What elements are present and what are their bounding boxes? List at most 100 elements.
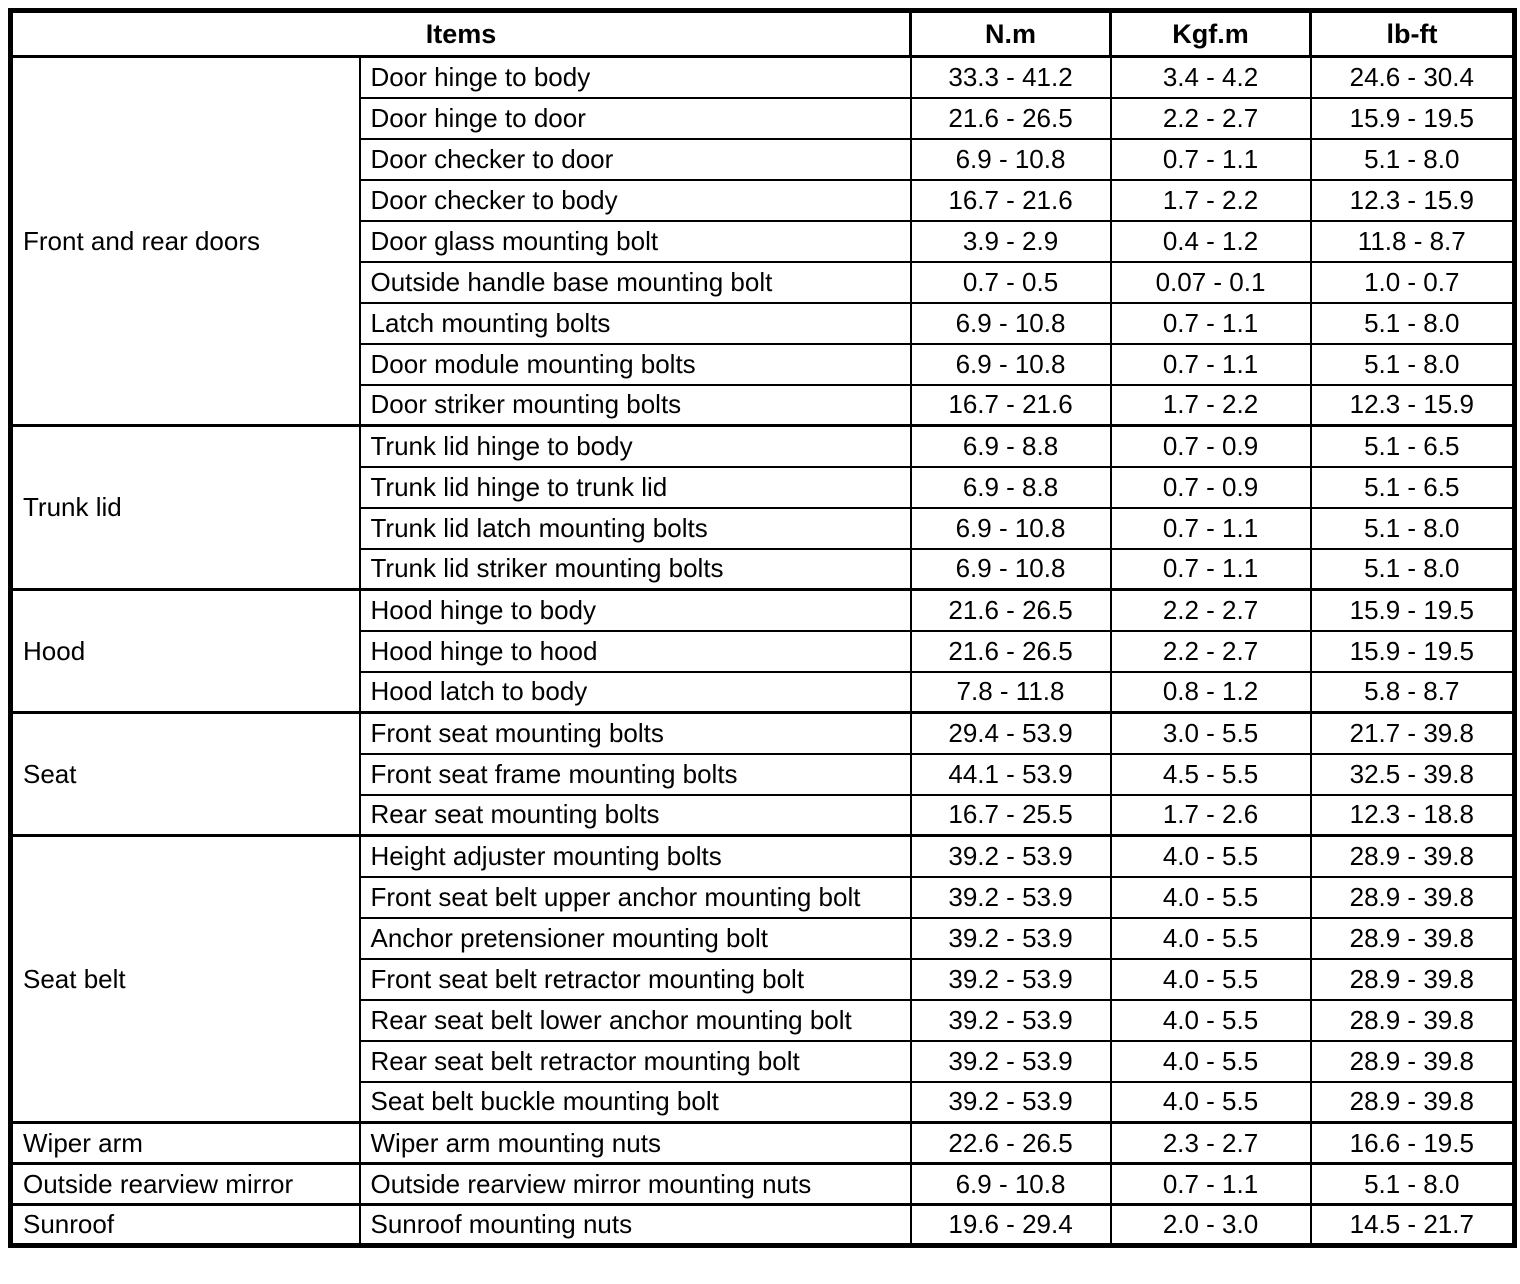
- lbft-value-cell: 28.9 - 39.8: [1309, 1039, 1516, 1083]
- kgfm-value-cell: 4.0 - 5.5: [1109, 998, 1312, 1042]
- kgfm-value-cell: 1.7 - 2.6: [1109, 793, 1312, 837]
- nm-value-cell: 16.7 - 21.6: [909, 178, 1112, 222]
- nm-value-cell: 21.6 - 26.5: [909, 629, 1112, 673]
- lbft-value-cell: 5.1 - 6.5: [1309, 424, 1516, 468]
- kgfm-value-cell: 4.0 - 5.5: [1109, 834, 1312, 878]
- category-cell: Seat: [9, 711, 361, 837]
- category-cell: Trunk lid: [9, 424, 361, 591]
- table-row: Hood Hood hinge to body 21.6 - 26.5 2.2 - 2…: [9, 588, 1516, 714]
- lbft-value-cell: 12.3 - 15.9: [1309, 178, 1516, 222]
- table-row: Door checker to body 16.7 - 21.6 1.7 - 2.2…: [11, 178, 1516, 222]
- kgfm-value-cell: 2.0 - 3.0: [1109, 1203, 1312, 1247]
- kgfm-value-cell: 4.0 - 5.5: [1109, 875, 1312, 919]
- table-row: Door hinge to door 21.6 - 26.5 2.2 - 2.7 15…: [11, 96, 1516, 140]
- lbft-value-cell: 21.7 - 39.8: [1309, 711, 1516, 755]
- lbft-value-cell: 28.9 - 39.8: [1309, 834, 1516, 878]
- lbft-value-cell: 15.9 - 19.5: [1309, 629, 1516, 673]
- item-cell: Hood hinge to body: [358, 588, 912, 632]
- item-cell: Door checker to body: [358, 178, 912, 222]
- table-row: Front seat frame mounting bolts 44.1 - 53…: [11, 752, 1516, 796]
- table-body: Front and rear doors Door hinge to body 33…: [9, 55, 1516, 1247]
- category-cell: Outside rearview mirror: [9, 1162, 361, 1206]
- lbft-value-cell: 5.1 - 8.0: [1309, 1162, 1516, 1206]
- kgfm-value-cell: 0.7 - 1.1: [1109, 342, 1312, 386]
- item-cell: Sunroof mounting nuts: [358, 1203, 912, 1247]
- table-row: Front and rear doors Door hinge to body 33…: [9, 55, 1516, 427]
- item-cell: Front seat mounting bolts: [358, 711, 912, 755]
- nm-value-cell: 33.3 - 41.2: [909, 55, 1112, 99]
- kgfm-value-cell: 0.7 - 1.1: [1109, 1162, 1312, 1206]
- nm-value-cell: 39.2 - 53.9: [909, 834, 1112, 878]
- nm-value-cell: 39.2 - 53.9: [909, 998, 1112, 1042]
- item-cell: Seat belt buckle mounting bolt: [358, 1080, 912, 1124]
- kgfm-value-cell: 0.7 - 0.9: [1109, 424, 1312, 468]
- nm-value-cell: 29.4 - 53.9: [909, 711, 1112, 755]
- item-cell: Door striker mounting bolts: [358, 383, 912, 427]
- item-cell: Hood hinge to hood: [358, 629, 912, 673]
- item-cell: Front seat frame mounting bolts: [358, 752, 912, 796]
- lbft-value-cell: 5.1 - 8.0: [1309, 301, 1516, 345]
- table-row: Front seat belt retractor mounting bolt 3…: [11, 957, 1516, 1001]
- lbft-value-cell: 28.9 - 39.8: [1309, 998, 1516, 1042]
- kgfm-value-cell: 3.4 - 4.2: [1109, 55, 1312, 99]
- lbft-value-cell: 12.3 - 15.9: [1309, 383, 1516, 427]
- kgfm-value-cell: 0.7 - 1.1: [1109, 301, 1312, 345]
- table-row: Door module mounting bolts 6.9 - 10.8 0.7 …: [11, 342, 1516, 386]
- nm-value-cell: 44.1 - 53.9: [909, 752, 1112, 796]
- kgfm-value-cell: 2.2 - 2.7: [1109, 629, 1312, 673]
- category-cell: Wiper arm: [9, 1121, 361, 1165]
- kgfm-value-cell: 1.7 - 2.2: [1109, 178, 1312, 222]
- nm-value-cell: 39.2 - 53.9: [909, 1080, 1112, 1124]
- nm-value-cell: 19.6 - 29.4: [909, 1203, 1112, 1247]
- table-row: Trunk lid Trunk lid hinge to body 6.9 - 8.…: [9, 424, 1516, 591]
- column-header-items: Items: [8, 9, 913, 58]
- nm-value-cell: 16.7 - 21.6: [909, 383, 1112, 427]
- lbft-value-cell: 16.6 - 19.5: [1309, 1121, 1516, 1165]
- category-cell: Front and rear doors: [9, 55, 361, 427]
- item-cell: Rear seat belt retractor mounting bolt: [358, 1039, 912, 1083]
- nm-value-cell: 6.9 - 8.8: [909, 465, 1112, 509]
- item-cell: Latch mounting bolts: [358, 301, 912, 345]
- lbft-value-cell: 5.1 - 8.0: [1309, 137, 1516, 181]
- kgfm-value-cell: 0.7 - 1.1: [1109, 137, 1312, 181]
- table-row: Door glass mounting bolt 3.9 - 2.9 0.4 - 1…: [11, 219, 1516, 263]
- table-row: Door striker mounting bolts 16.7 - 21.6 1.…: [11, 383, 1516, 427]
- kgfm-value-cell: 1.7 - 2.2: [1109, 383, 1312, 427]
- lbft-value-cell: 11.8 - 8.7: [1309, 219, 1516, 263]
- nm-value-cell: 6.9 - 10.8: [909, 301, 1112, 345]
- lbft-value-cell: 5.1 - 8.0: [1309, 506, 1516, 550]
- item-cell: Front seat belt retractor mounting bolt: [358, 957, 912, 1001]
- nm-value-cell: 21.6 - 26.5: [909, 588, 1112, 632]
- lbft-value-cell: 5.8 - 8.7: [1309, 670, 1516, 714]
- item-cell: Outside rearview mirror mounting nuts: [358, 1162, 912, 1206]
- table-row: Hood hinge to hood 21.6 - 26.5 2.2 - 2.7 15…: [11, 629, 1516, 673]
- item-cell: Hood latch to body: [358, 670, 912, 714]
- nm-value-cell: 6.9 - 10.8: [909, 1162, 1112, 1206]
- lbft-value-cell: 5.1 - 8.0: [1309, 547, 1516, 591]
- nm-value-cell: 39.2 - 53.9: [909, 1039, 1112, 1083]
- kgfm-value-cell: 4.0 - 5.5: [1109, 916, 1312, 960]
- table-row: Front seat belt upper anchor mounting bo…: [11, 875, 1516, 919]
- item-cell: Door hinge to body: [358, 55, 912, 99]
- lbft-value-cell: 5.1 - 8.0: [1309, 342, 1516, 386]
- column-header-kgfm: Kgf.m: [1109, 9, 1313, 58]
- nm-value-cell: 6.9 - 8.8: [909, 424, 1112, 468]
- kgfm-value-cell: 0.7 - 1.1: [1109, 547, 1312, 591]
- lbft-value-cell: 1.0 - 0.7: [1309, 260, 1516, 304]
- kgfm-value-cell: 0.4 - 1.2: [1109, 219, 1312, 263]
- table-row: Rear seat belt retractor mounting bolt 39…: [11, 1039, 1516, 1083]
- table-row: Hood latch to body 7.8 - 11.8 0.8 - 1.2 5.8…: [11, 670, 1516, 714]
- table-row: Rear seat belt lower anchor mounting bol…: [11, 998, 1516, 1042]
- kgfm-value-cell: 2.2 - 2.7: [1109, 96, 1312, 140]
- torque-spec-table: Items N.m Kgf.m lb-ft Front and rear doo…: [8, 8, 1518, 1248]
- lbft-value-cell: 15.9 - 19.5: [1309, 588, 1516, 632]
- lbft-value-cell: 15.9 - 19.5: [1309, 96, 1516, 140]
- item-cell: Door hinge to door: [358, 96, 912, 140]
- nm-value-cell: 22.6 - 26.5: [909, 1121, 1112, 1165]
- kgfm-value-cell: 3.0 - 5.5: [1109, 711, 1312, 755]
- lbft-value-cell: 28.9 - 39.8: [1309, 875, 1516, 919]
- table-row: Seat Front seat mounting bolts 29.4 - 53.9…: [9, 711, 1516, 837]
- nm-value-cell: 6.9 - 10.8: [909, 137, 1112, 181]
- lbft-value-cell: 28.9 - 39.8: [1309, 916, 1516, 960]
- category-cell: Hood: [9, 588, 361, 714]
